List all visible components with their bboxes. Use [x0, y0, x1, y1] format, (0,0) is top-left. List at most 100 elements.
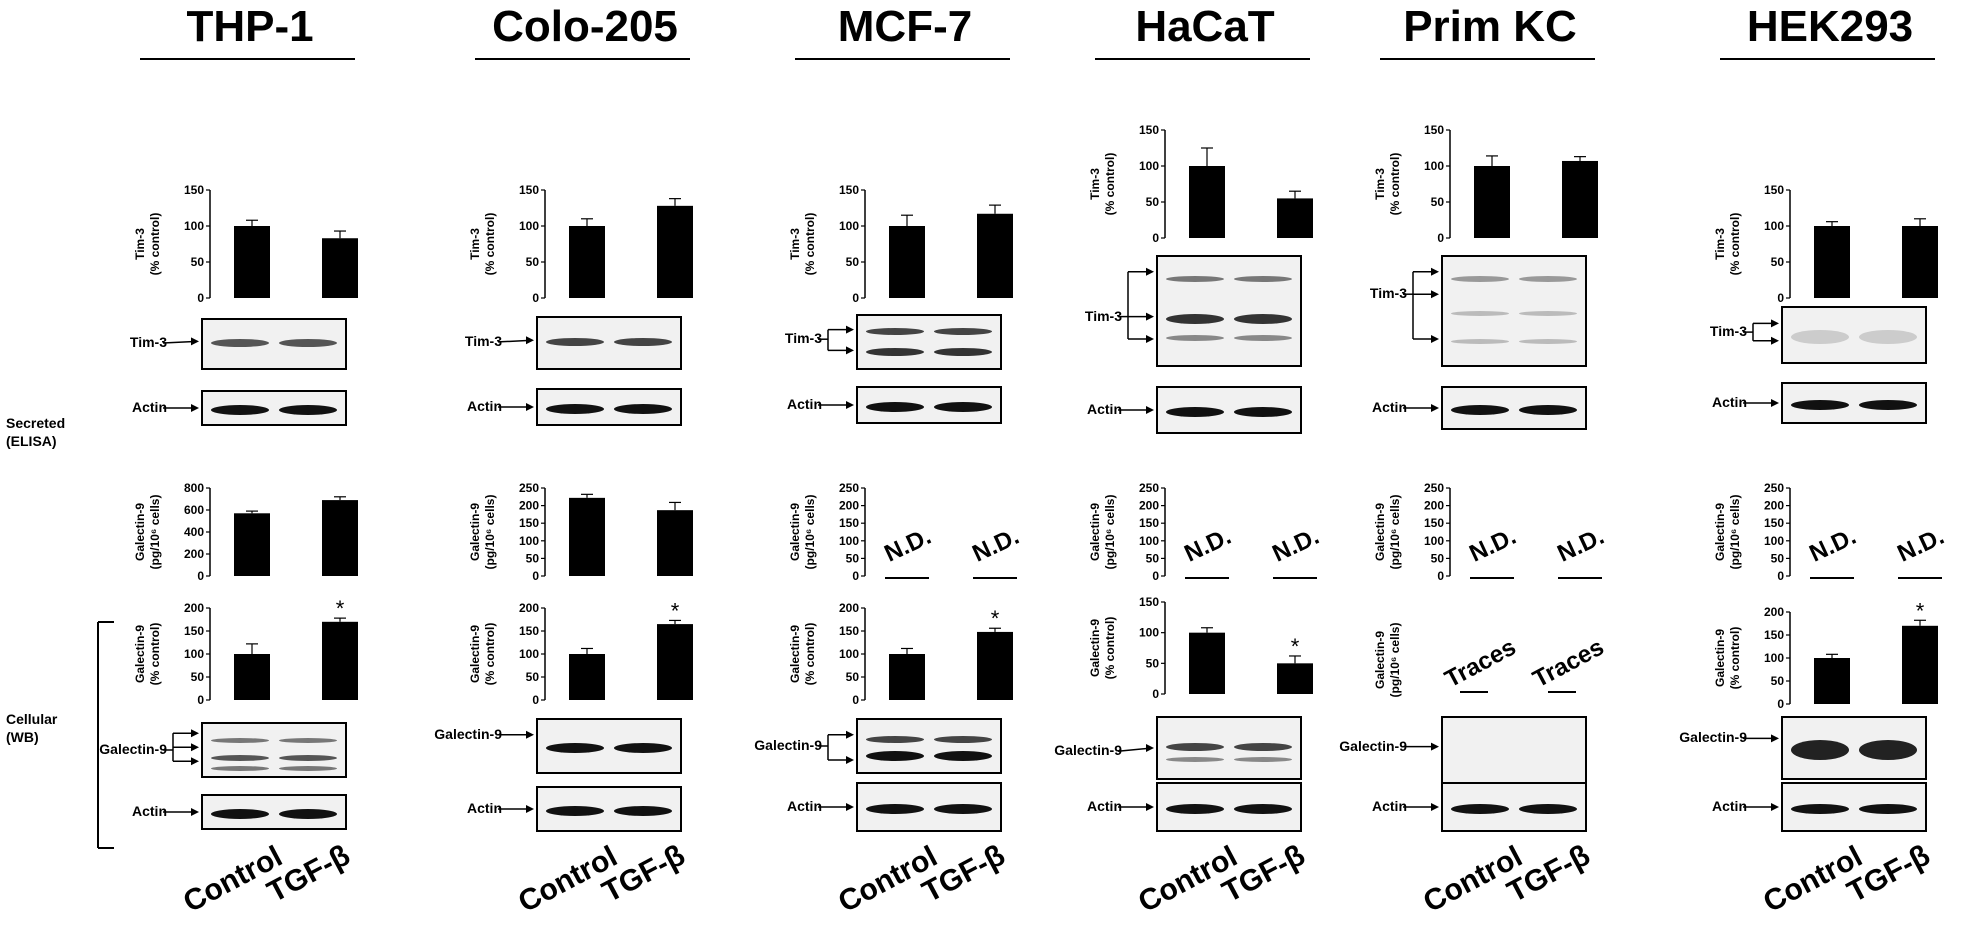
actin2-0-band — [211, 809, 269, 819]
tim3-2-label: Tim-3 — [784, 330, 822, 347]
cellular-row-label: Cellular (WB) — [6, 710, 57, 746]
cellular-2-tick-label: 150 — [839, 624, 859, 638]
secreted-2-ylabel-0: Galectin-9 — [788, 503, 802, 561]
actin1-5-band — [1791, 400, 1849, 410]
actin2-1-arrow-icon — [498, 805, 534, 813]
cellular-0-tick-label: 150 — [184, 624, 204, 638]
tim3-4-bar-1 — [1562, 160, 1598, 238]
gal9-3-band — [1234, 757, 1292, 763]
tim3-2-band — [934, 328, 992, 336]
tim3-3-blot — [1156, 255, 1302, 367]
cellular-0-ylabel-1: (% control) — [148, 623, 162, 686]
gal9-4-arrow-icon — [1403, 742, 1439, 751]
tim3-1-band — [546, 338, 604, 347]
tim3-2-bar-0 — [889, 226, 925, 298]
actin2-5-arrow-icon — [1743, 803, 1779, 811]
secreted-5-chart: Galectin-9 (pg/10⁶ cells) 0 50 100 150 200 250 N… — [1713, 481, 1948, 583]
cellular-1-significance: * — [671, 598, 680, 623]
actin1-1-band — [546, 404, 604, 414]
tim3-4-blot — [1441, 255, 1587, 367]
cellular-0-significance: * — [336, 598, 345, 621]
cellular-label: Cellular — [6, 711, 58, 727]
tim3-0-arrow-icon — [162, 337, 199, 346]
tim3-4-band — [1451, 338, 1509, 344]
gal9-2-label: Galectin-9 — [754, 737, 822, 753]
actin1-3-blot — [1156, 386, 1302, 434]
cellular-1-ylabel-1: (% control) — [483, 623, 497, 686]
gal9-5-label: Galectin-9 — [1679, 729, 1747, 746]
tim3-2-bar-1 — [977, 213, 1013, 298]
panel-title-3: HaCaT — [1135, 2, 1275, 51]
tim3-1-tick-label: 0 — [532, 291, 539, 305]
secreted-1-ylabel-1: (pg/10⁶ cells) — [483, 495, 497, 570]
panel-divider-1 — [475, 58, 690, 60]
gal9-5-arrow-icon — [1743, 734, 1779, 743]
actin1-3-arrow-icon — [1118, 406, 1154, 414]
secreted-3-tick-label: 200 — [1139, 499, 1159, 513]
tim3-3-band — [1166, 334, 1224, 341]
actin2-1-band — [614, 806, 672, 816]
actin1-1-band — [614, 404, 672, 414]
cellular-2-tick-label: 200 — [839, 601, 859, 615]
cellular-1-tick-label: 0 — [532, 693, 539, 707]
actin2-0-label: Actin — [132, 803, 167, 819]
actin1-2-arrow-icon — [818, 401, 854, 409]
actin1-0-band — [211, 405, 269, 415]
gal9-0-arrow-icon — [163, 729, 199, 766]
cellular-3-bar-0 — [1189, 632, 1225, 694]
actin1-0-band — [279, 405, 337, 415]
tim3-1-tick-label: 100 — [519, 219, 539, 233]
secreted-5-tick-label: 150 — [1764, 516, 1784, 530]
cellular-5-tick-label: 0 — [1777, 697, 1784, 711]
cellular-0-chart: Galectin-9 (% control) 0 50 100 150 200 * — [133, 598, 358, 707]
secreted-0-tick-label: 600 — [184, 503, 204, 517]
actin1-0-label: Actin — [132, 399, 167, 415]
cellular-1-bar-0 — [569, 654, 605, 700]
actin1-5-label: Actin — [1712, 394, 1747, 410]
actin1-4-arrow-icon — [1403, 404, 1439, 412]
actin1-5-blot — [1781, 382, 1927, 424]
actin2-2-blot — [856, 782, 1002, 832]
secreted-1-tick-label: 50 — [526, 551, 540, 565]
tim3-0-band — [211, 339, 269, 348]
tim3-1-tick-label: 150 — [519, 183, 539, 197]
tim3-1-ylabel-0: Tim-3 — [468, 228, 482, 260]
tim3-0-tick-label: 100 — [184, 219, 204, 233]
tim3-5-chart: Tim-3 (% control) 0 50 100 150 — [1713, 183, 1938, 305]
tim3-3-bar-1 — [1277, 198, 1313, 238]
secreted-2-tick-label: 0 — [852, 569, 859, 583]
tim3-4-band — [1519, 310, 1577, 316]
tim3-2-band — [866, 348, 924, 357]
tim3-3-tick-label: 100 — [1139, 159, 1159, 173]
tim3-0-bar-0 — [234, 226, 270, 298]
actin1-3-band — [1166, 407, 1224, 417]
cellular-1-tick-label: 50 — [526, 670, 540, 684]
gal9-0-band — [279, 754, 337, 761]
secreted-row-label: Secreted (ELISA) — [6, 414, 65, 450]
panel-title-2: MCF-7 — [837, 2, 973, 51]
cellular-5-ylabel-0: Galectin-9 — [1713, 629, 1727, 687]
tim3-3-tick-label: 150 — [1139, 123, 1159, 137]
tim3-4-ylabel-0: Tim-3 — [1373, 168, 1387, 200]
gal9-2-band — [866, 751, 924, 762]
cellular-2-chart: Galectin-9 (% control) 0 50 100 150 200 * — [788, 601, 1013, 707]
cellular-0-tick-label: 50 — [191, 670, 205, 684]
actin1-1-blot — [536, 388, 682, 426]
tim3-2-band — [866, 328, 924, 336]
tim3-4-band — [1451, 310, 1509, 316]
actin2-2-band — [866, 804, 924, 814]
secreted-0-tick-label: 200 — [184, 547, 204, 561]
actin2-0-band — [279, 809, 337, 819]
tim3-4-band — [1519, 338, 1577, 344]
secreted-2-chart: Galectin-9 (pg/10⁶ cells) 0 50 100 150 200 250 N… — [788, 481, 1023, 583]
panel-divider-5 — [1720, 58, 1935, 60]
tim3-4-bar-0 — [1474, 166, 1510, 238]
cellular-1-chart: Galectin-9 (% control) 0 50 100 150 200 * — [468, 598, 693, 707]
tim3-5-tick-label: 150 — [1764, 183, 1784, 197]
cellular-2-significance: * — [991, 606, 1000, 631]
cellular-sub-label: (WB) — [6, 729, 39, 745]
cellular-0-tick-label: 0 — [197, 693, 204, 707]
panel-divider-4 — [1380, 58, 1595, 60]
secreted-1-tick-label: 250 — [519, 481, 539, 495]
tim3-0-ylabel-1: (% control) — [148, 213, 162, 276]
